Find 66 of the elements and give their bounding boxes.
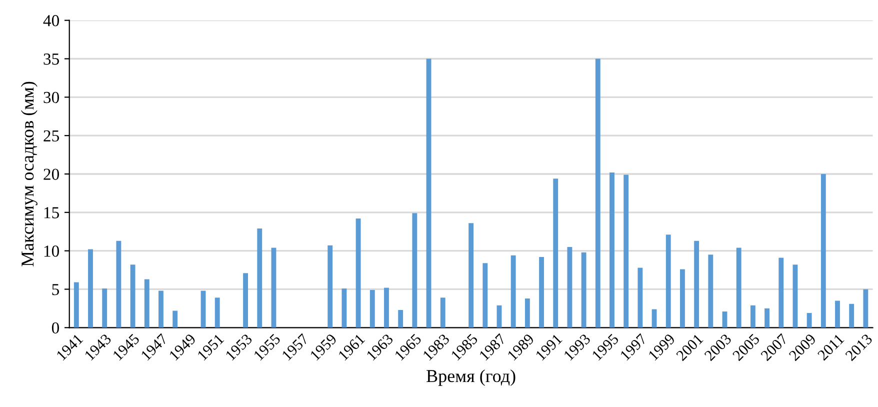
bar [116, 240, 122, 328]
bar [694, 240, 700, 328]
bar [581, 252, 586, 328]
bar [806, 313, 812, 328]
bar [257, 228, 262, 328]
bar [356, 218, 361, 328]
bar [172, 310, 178, 328]
bar [398, 310, 404, 328]
bar [624, 174, 629, 328]
bar [440, 298, 446, 328]
y-tick-label: 35 [44, 54, 59, 65]
y-tick-label: 5 [52, 284, 59, 296]
bar [680, 269, 685, 328]
bar [792, 264, 798, 328]
bar [370, 290, 375, 328]
bar [328, 245, 333, 328]
bar [144, 279, 150, 328]
bar [750, 305, 756, 328]
y-tick-label: 30 [44, 92, 60, 104]
bar [74, 282, 79, 328]
bar [243, 273, 248, 328]
bar [102, 288, 108, 328]
bar [567, 246, 572, 328]
bar [849, 304, 854, 328]
bar [835, 300, 840, 328]
bar [158, 290, 164, 328]
bar [130, 264, 136, 328]
y-tick-label: 0 [52, 322, 60, 334]
bar [652, 309, 657, 328]
bar [496, 305, 502, 328]
y-tick-label: 20 [44, 168, 60, 180]
bar [595, 58, 600, 328]
x-tick-label: 1961 [338, 333, 366, 361]
y-tick-label: 15 [44, 207, 59, 218]
x-tick-label: 1941 [56, 333, 84, 361]
y-tick-label: 40 [43, 15, 60, 26]
bar [722, 312, 728, 328]
bar [384, 288, 389, 328]
bar [820, 174, 826, 328]
bar [524, 298, 530, 328]
bar [764, 308, 770, 328]
bar [638, 268, 643, 328]
bar [778, 258, 784, 328]
bar [468, 223, 474, 328]
bar [214, 298, 220, 328]
bar [271, 248, 276, 328]
x-axis-title: Время (год) [426, 369, 516, 386]
bar [708, 254, 714, 328]
bar [553, 178, 558, 328]
bar [510, 255, 516, 328]
bar [666, 234, 671, 328]
bar [412, 213, 418, 328]
y-tick-label: 10 [44, 246, 60, 257]
x-tick-label: 1991 [535, 333, 563, 361]
bar [539, 256, 544, 328]
bar [736, 248, 742, 328]
bar [610, 172, 614, 328]
bar [482, 263, 488, 328]
bar [200, 290, 206, 328]
bar [426, 58, 432, 328]
bar [342, 288, 347, 328]
x-tick-label: 1951 [197, 333, 224, 361]
y-axis-title: Максимум осадков (мм) [20, 82, 38, 266]
y-tick-label: 25 [44, 130, 59, 142]
bar [88, 249, 93, 328]
bar [863, 289, 868, 328]
